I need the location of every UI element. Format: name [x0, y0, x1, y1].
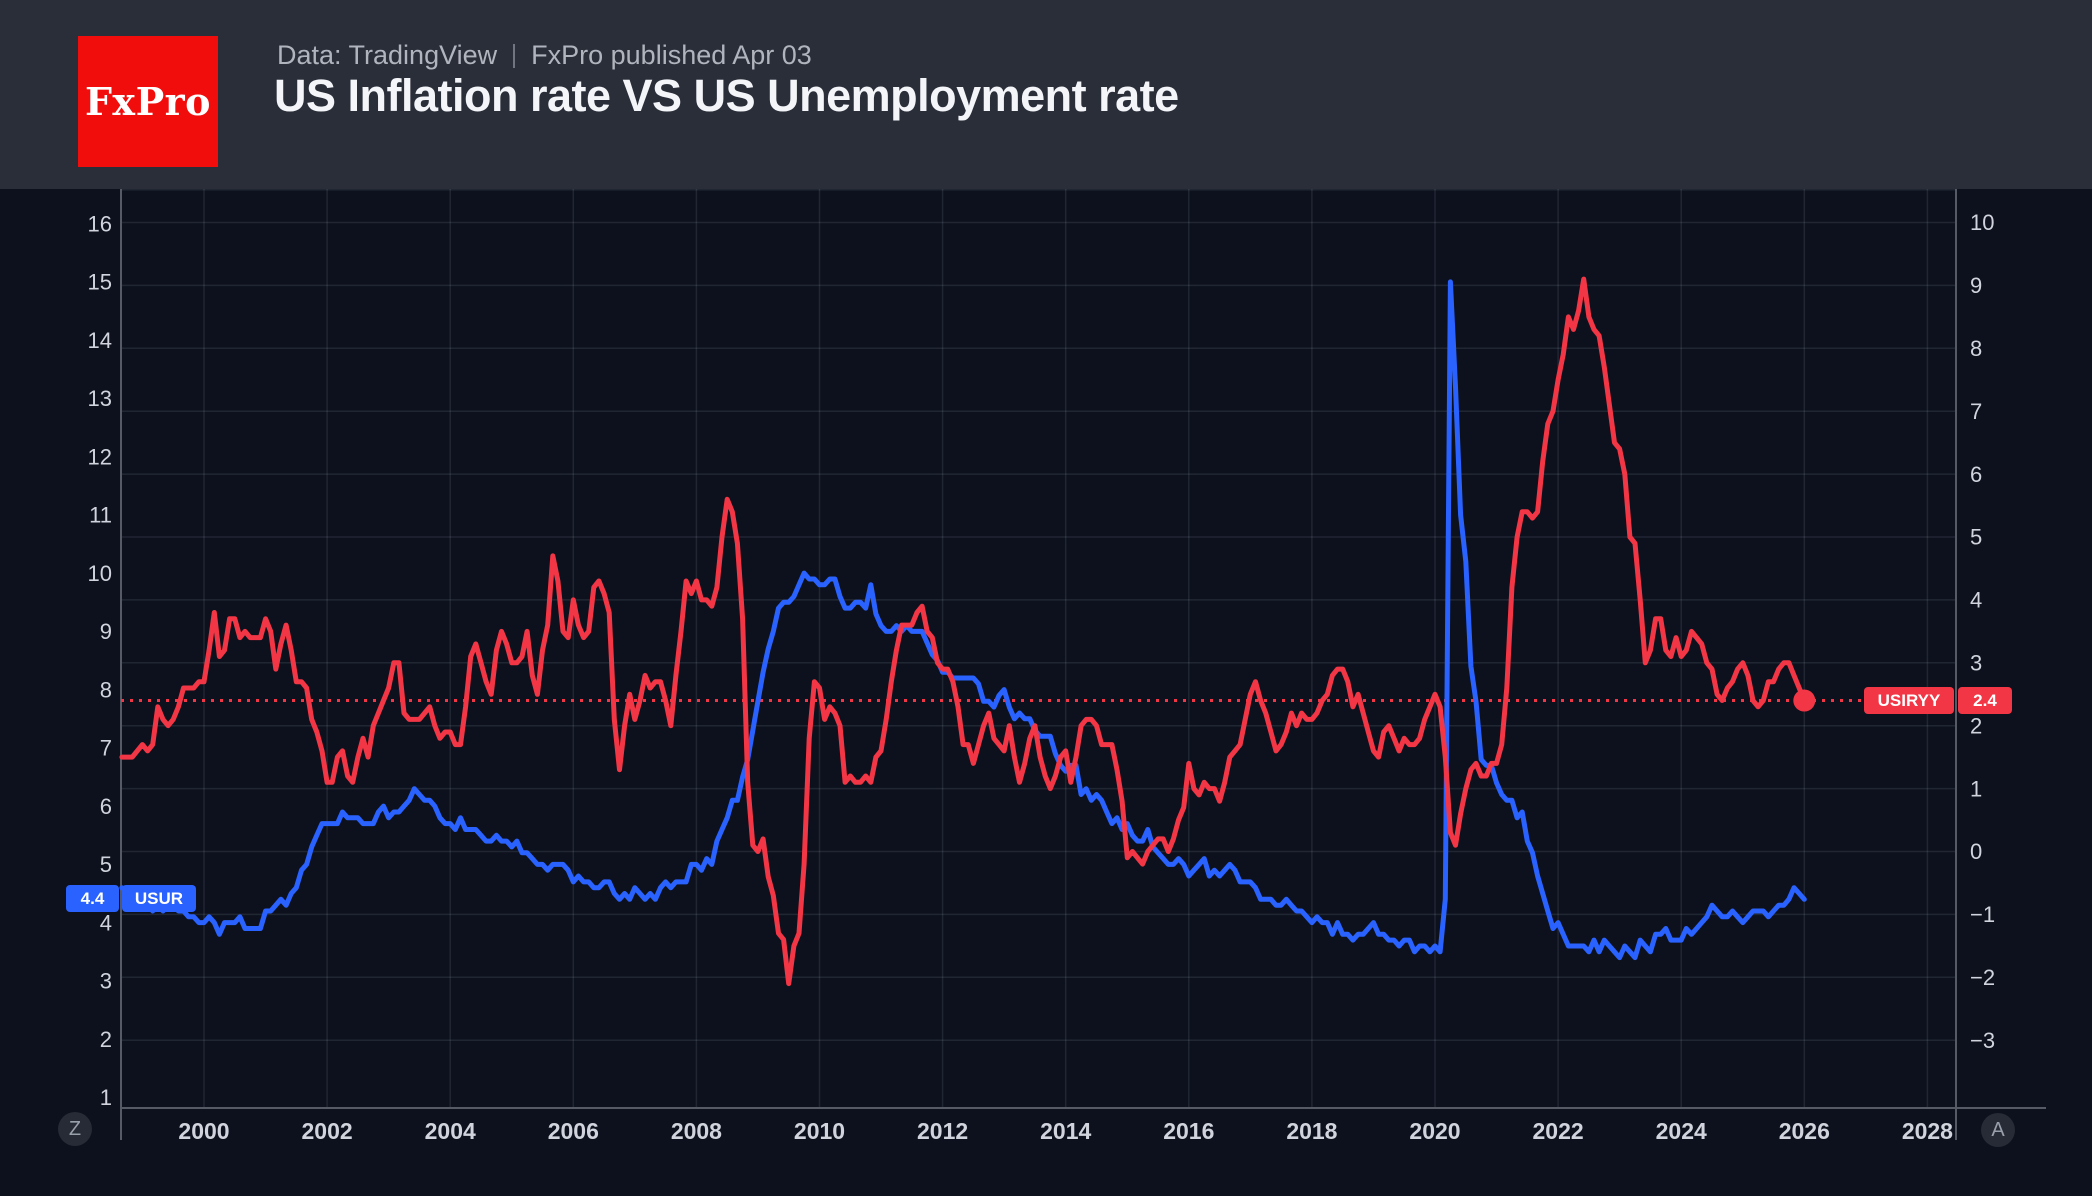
- fxpro-logo-text: FxPro: [84, 79, 212, 124]
- auto-scale-button-label: A: [1991, 1118, 2005, 1141]
- subtitle-divider: [513, 43, 516, 68]
- svg-text:−1: −1: [1970, 902, 1995, 927]
- fxpro-logo: FxPro: [78, 36, 218, 167]
- svg-text:14: 14: [88, 328, 112, 353]
- svg-text:9: 9: [100, 619, 112, 644]
- usiryy-last-point: [1793, 689, 1816, 712]
- axis-lines: [120, 189, 2046, 1140]
- time-scale[interactable]: 2000 2002 2004 2006 2008 2010 2012 2014 2016 2018…: [178, 1118, 1953, 1144]
- svg-text:10: 10: [1970, 210, 1994, 235]
- svg-text:2004: 2004: [425, 1118, 476, 1144]
- svg-text:1: 1: [1970, 776, 1982, 801]
- svg-text:2016: 2016: [1163, 1118, 1214, 1144]
- svg-text:7: 7: [100, 736, 112, 761]
- svg-text:7: 7: [1970, 399, 1982, 424]
- left-price-scale[interactable]: 16 15 14 13 12 11 10 9 8 7 6 5 4 3 2 1: [88, 211, 112, 1110]
- svg-text:2022: 2022: [1533, 1118, 1584, 1144]
- svg-text:8: 8: [1970, 336, 1982, 361]
- svg-text:6: 6: [1970, 462, 1982, 487]
- svg-text:−2: −2: [1970, 965, 1995, 990]
- svg-text:10: 10: [88, 561, 112, 586]
- auto-scale-button[interactable]: A: [1981, 1113, 2015, 1147]
- usur-name-badge: USUR: [122, 885, 196, 912]
- publish-note: FxPro published Apr 03: [531, 40, 812, 70]
- svg-text:16: 16: [88, 211, 112, 236]
- svg-text:2002: 2002: [302, 1118, 353, 1144]
- usur-line: [119, 279, 1807, 961]
- usur-value-badge: 4.4: [66, 885, 119, 912]
- svg-text:2006: 2006: [548, 1118, 599, 1144]
- usiryy-name-badge: USIRYY: [1864, 687, 1954, 714]
- svg-text:2012: 2012: [917, 1118, 968, 1144]
- svg-text:2028: 2028: [1902, 1118, 1953, 1144]
- usiryy-value-badge: 2.4: [1958, 687, 2012, 714]
- svg-text:2024: 2024: [1656, 1118, 1707, 1144]
- svg-text:8: 8: [100, 677, 112, 702]
- svg-text:6: 6: [100, 794, 112, 819]
- header: FxPro Data: TradingView FxPro published …: [0, 0, 2092, 189]
- svg-text:2014: 2014: [1040, 1118, 1091, 1144]
- svg-text:2: 2: [1970, 713, 1982, 738]
- svg-text:2: 2: [100, 1027, 112, 1052]
- subtitle: Data: TradingView FxPro published Apr 03: [277, 40, 812, 71]
- svg-text:15: 15: [88, 270, 112, 295]
- svg-text:4: 4: [100, 910, 112, 935]
- timezone-button-label: Z: [68, 1117, 82, 1140]
- svg-text:2020: 2020: [1409, 1118, 1460, 1144]
- svg-text:1: 1: [100, 1085, 112, 1110]
- svg-text:4: 4: [1970, 588, 1982, 613]
- svg-text:9: 9: [1970, 273, 1982, 298]
- svg-text:5: 5: [100, 852, 112, 877]
- svg-text:2026: 2026: [1779, 1118, 1830, 1144]
- svg-text:2008: 2008: [671, 1118, 722, 1144]
- svg-text:11: 11: [89, 503, 112, 528]
- svg-text:2000: 2000: [178, 1118, 229, 1144]
- svg-text:12: 12: [88, 444, 112, 469]
- page-title: US Inflation rate VS US Unemployment rat…: [274, 70, 1179, 121]
- svg-text:3: 3: [100, 969, 112, 994]
- usiryy-line: [119, 276, 1807, 987]
- svg-text:−3: −3: [1970, 1028, 1995, 1053]
- data-source-note: Data: TradingView: [277, 40, 498, 70]
- svg-text:2010: 2010: [794, 1118, 845, 1144]
- svg-text:3: 3: [1970, 651, 1982, 676]
- svg-text:0: 0: [1970, 839, 1982, 864]
- svg-text:2018: 2018: [1286, 1118, 1337, 1144]
- svg-text:5: 5: [1970, 525, 1982, 550]
- svg-text:13: 13: [88, 386, 112, 411]
- timezone-button[interactable]: Z: [58, 1112, 92, 1146]
